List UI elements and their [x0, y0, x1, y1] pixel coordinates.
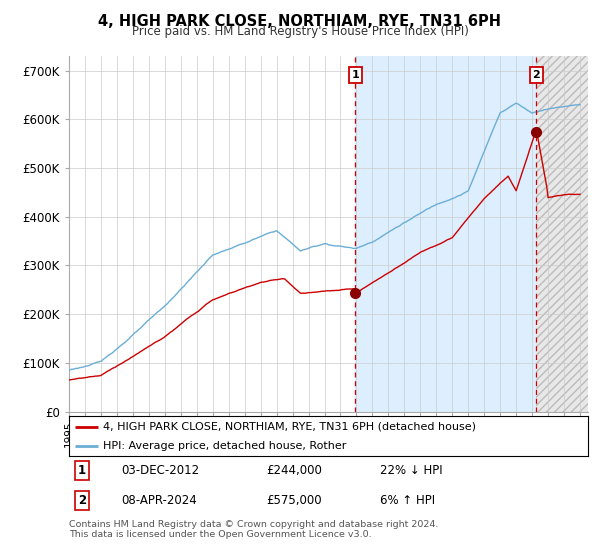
Text: 1: 1	[351, 70, 359, 80]
Bar	[355, 56, 536, 412]
Text: £244,000: £244,000	[266, 464, 322, 478]
Text: Price paid vs. HM Land Registry's House Price Index (HPI): Price paid vs. HM Land Registry's House …	[131, 25, 469, 38]
Text: 2: 2	[533, 70, 540, 80]
Text: 1: 1	[78, 464, 86, 478]
Bar	[536, 56, 588, 412]
Text: 4, HIGH PARK CLOSE, NORTHIAM, RYE, TN31 6PH: 4, HIGH PARK CLOSE, NORTHIAM, RYE, TN31 …	[98, 14, 502, 29]
Text: Contains HM Land Registry data © Crown copyright and database right 2024.
This d: Contains HM Land Registry data © Crown c…	[69, 520, 439, 539]
Text: 6% ↑ HPI: 6% ↑ HPI	[380, 494, 436, 507]
Text: 03-DEC-2012: 03-DEC-2012	[121, 464, 199, 478]
Text: £575,000: £575,000	[266, 494, 322, 507]
Text: 4, HIGH PARK CLOSE, NORTHIAM, RYE, TN31 6PH (detached house): 4, HIGH PARK CLOSE, NORTHIAM, RYE, TN31 …	[103, 422, 476, 432]
Text: 22% ↓ HPI: 22% ↓ HPI	[380, 464, 443, 478]
Text: 08-APR-2024: 08-APR-2024	[121, 494, 197, 507]
Text: 2: 2	[78, 494, 86, 507]
Text: HPI: Average price, detached house, Rother: HPI: Average price, detached house, Roth…	[103, 441, 346, 450]
